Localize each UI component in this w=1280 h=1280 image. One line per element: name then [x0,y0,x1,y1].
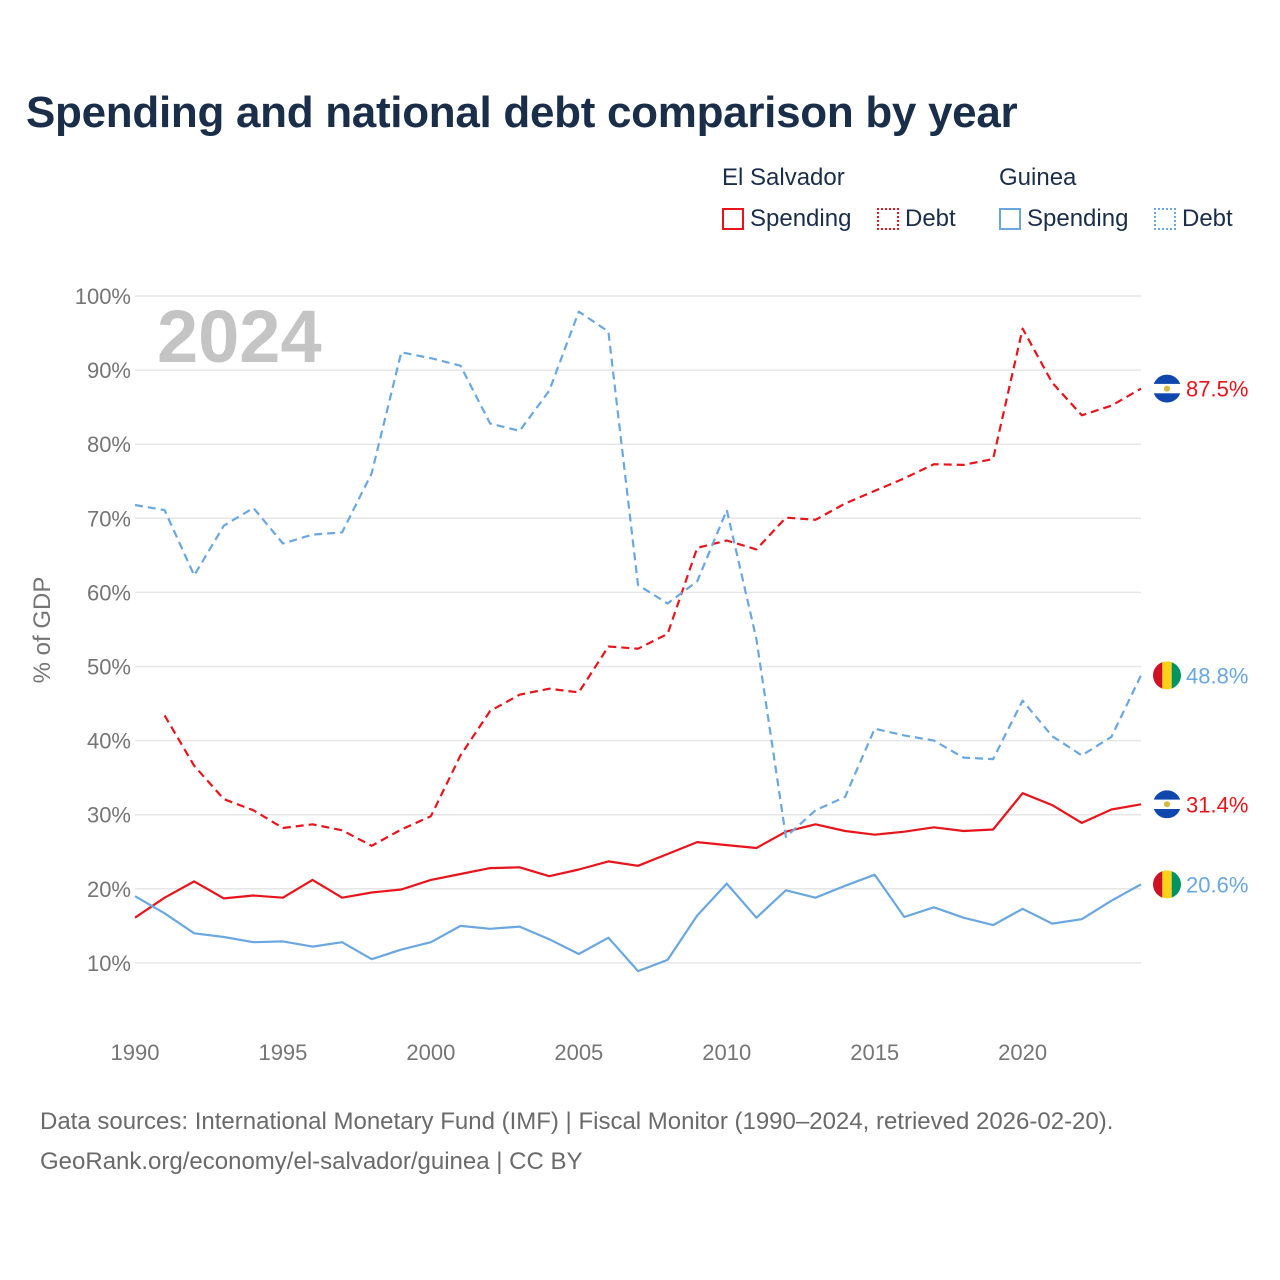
x-axis: 1990 1995 2000 2005 2010 2015 2020 [111,1040,1048,1065]
dotted-line-swatch-icon [877,208,899,230]
y-tick-label: 80% [87,432,131,457]
end-value-label: 48.8% [1186,663,1248,688]
y-tick-label: 50% [87,655,131,680]
y-tick-label: 30% [87,803,131,828]
x-tick-label: 2020 [998,1040,1047,1065]
y-tick-label: 20% [87,877,131,902]
legend-group-guinea: Guinea [999,164,1077,191]
legend-item-label: Debt [905,205,956,232]
x-tick-label: 2010 [702,1040,751,1065]
x-tick-label: 2005 [554,1040,603,1065]
el-salvador-flag-icon [1153,374,1181,403]
end-markers: 87.5% 48.8% 31.4% 20.6% [1153,374,1248,899]
legend-item-label: Spending [750,205,852,232]
y-tick-label: 70% [87,506,131,531]
end-value-label: 20.6% [1186,872,1248,897]
y-tick-label: 90% [87,358,131,383]
guinea-flag-icon [1153,870,1181,899]
guinea-flag-icon [1153,661,1181,690]
footer-credit: GeoRank.org/economy/el-salvador/guinea |… [40,1148,583,1175]
series-line-el-salvador-spending [134,792,1142,919]
series-line-guinea-debt [134,310,1142,838]
gridlines [135,295,1141,964]
legend-item-label: Spending [1027,205,1129,232]
x-tick-label: 1990 [111,1040,160,1065]
y-tick-label: 60% [87,580,131,605]
year-watermark: 2024 [157,295,322,378]
y-tick-label: 100% [75,284,131,309]
solid-line-swatch-icon [722,208,744,230]
y-tick-label: 10% [87,951,131,976]
chart-title: Spending and national debt comparison by… [26,88,1018,137]
end-value-label: 31.4% [1186,792,1248,817]
legend-item-el-salvador-debt[interactable]: Debt [877,205,956,233]
y-axis: 10% 20% 30% 40% 50% 60% 70% 80% 90% 100% [75,284,131,976]
y-axis-label: % of GDP [29,577,56,684]
series-line-el-salvador-debt [163,327,1142,847]
end-value-label: 87.5% [1186,377,1248,402]
footer-sources: Data sources: International Monetary Fun… [40,1108,1114,1135]
legend-group-el-salvador: El Salvador [722,164,845,191]
legend-item-guinea-spending[interactable]: Spending [999,205,1128,233]
x-tick-label: 2015 [850,1040,899,1065]
solid-line-swatch-icon [999,208,1021,230]
legend-item-guinea-debt[interactable]: Debt [1154,205,1233,233]
series-line-guinea-spending [134,873,1142,973]
series-lines [134,310,1142,973]
x-tick-label: 2000 [406,1040,455,1065]
dotted-line-swatch-icon [1154,208,1176,230]
x-tick-label: 1995 [258,1040,307,1065]
y-tick-label: 40% [87,729,131,754]
legend-item-el-salvador-spending[interactable]: Spending [722,205,851,233]
el-salvador-flag-icon [1153,790,1181,819]
legend-item-label: Debt [1182,205,1233,232]
